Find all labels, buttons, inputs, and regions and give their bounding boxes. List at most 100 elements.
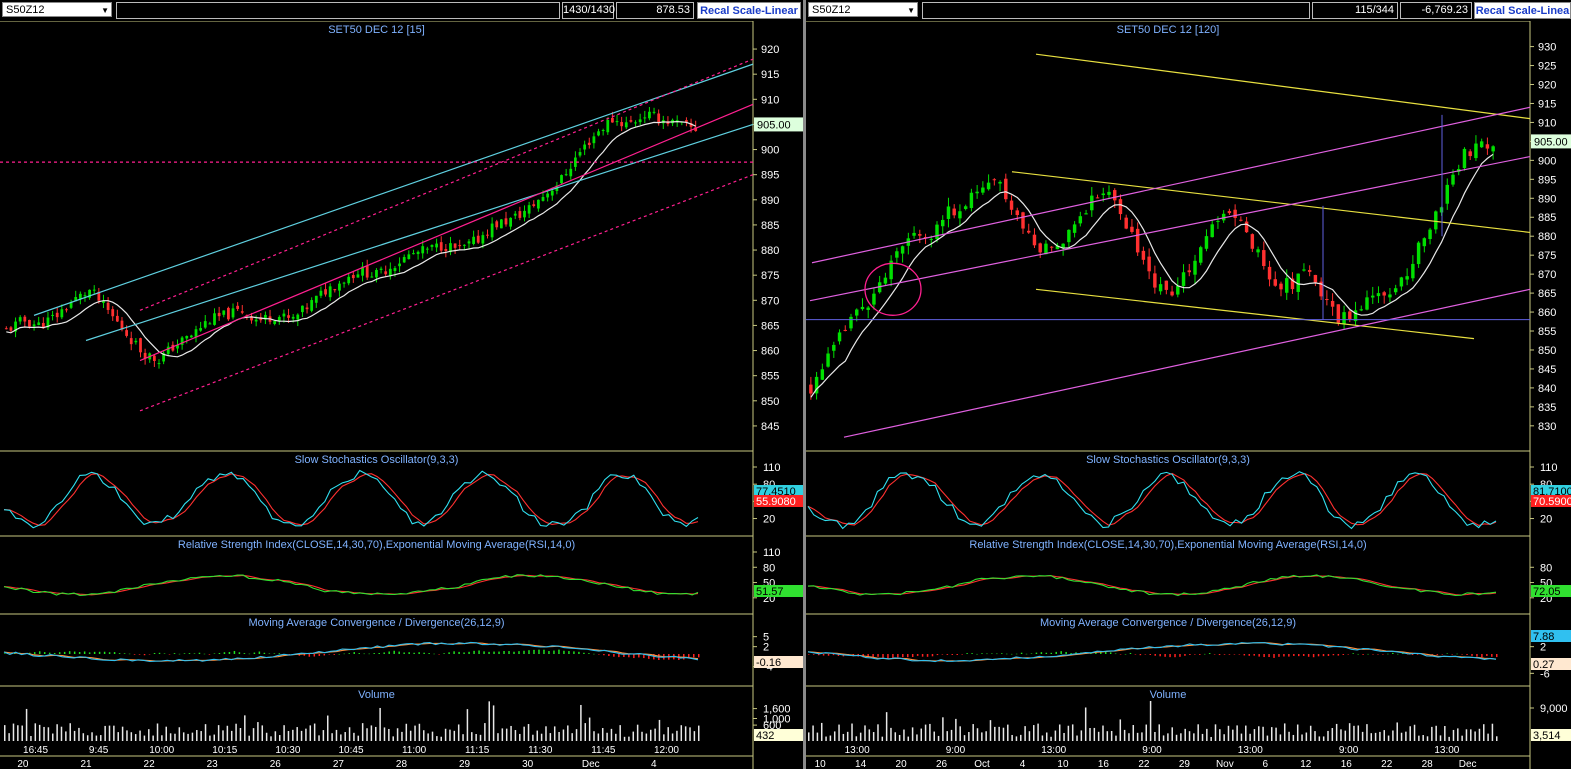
volume-bar — [929, 723, 931, 741]
macd-histogram-bar — [1100, 651, 1102, 654]
candle-body — [236, 305, 240, 309]
volume-bar — [619, 725, 621, 741]
candle-body — [560, 175, 563, 184]
right-chart-pane[interactable]: S50Z12 ▼ 115/344 -6,769.23 Recal Scale-Li… — [806, 0, 1571, 769]
macd-histogram-bar — [1357, 653, 1359, 655]
volume-bar — [139, 730, 141, 741]
macd-histogram-bar — [543, 649, 545, 654]
candle-body — [1411, 263, 1415, 279]
macd-histogram-bar — [373, 653, 375, 654]
volume-bar — [484, 723, 486, 741]
oscillator-main-line — [807, 642, 1497, 663]
candle-body — [694, 127, 698, 132]
price-tick-label: 900 — [1538, 155, 1556, 167]
right-symbol-select[interactable]: S50Z12 ▼ — [808, 2, 918, 17]
candle-body — [421, 246, 425, 254]
volume-bar — [1275, 727, 1277, 741]
volume-bar — [981, 732, 983, 741]
macd-histogram-bar — [333, 654, 336, 655]
candle-body — [301, 305, 304, 313]
volume-bar — [388, 728, 390, 741]
volume-bar — [1015, 736, 1018, 741]
price-tick-label: 840 — [1538, 383, 1556, 395]
candle-body — [1084, 213, 1088, 215]
macd-histogram-bar — [123, 653, 126, 654]
volume-bar — [1045, 732, 1048, 741]
candle-body — [912, 232, 916, 236]
macd-histogram-bar — [33, 652, 36, 654]
macd-histogram-bar — [143, 654, 146, 656]
value-marker-label: 432 — [756, 730, 774, 742]
candle-body — [1336, 304, 1341, 323]
macd-histogram-bar — [1179, 654, 1181, 657]
candle-body — [319, 290, 323, 296]
volume-bar — [1080, 730, 1083, 741]
oscillator-main-line — [807, 471, 1497, 530]
chevron-down-icon[interactable]: ▼ — [907, 6, 915, 15]
macd-histogram-bar — [936, 654, 939, 656]
volume-bar — [265, 732, 268, 741]
candle-body — [1078, 216, 1083, 224]
volume-bar — [898, 734, 901, 741]
candle-body — [1479, 141, 1484, 148]
volume-bar — [1240, 733, 1243, 741]
candle-body — [809, 384, 813, 394]
volume-bar — [1465, 729, 1468, 741]
macd-histogram-bar — [1040, 652, 1043, 654]
macd-histogram-bar — [108, 652, 111, 654]
candle-body — [361, 266, 364, 276]
left-counter: 1430/1430 — [562, 2, 615, 19]
left-symbol-select[interactable]: S50Z12 ▼ — [2, 2, 112, 17]
pane-divider[interactable] — [803, 0, 806, 769]
candle-body — [462, 244, 466, 246]
macd-histogram-bar — [98, 651, 101, 654]
volume-bar — [497, 733, 499, 741]
time-axis-label: 13:00 — [1434, 745, 1459, 756]
macd-histogram-bar — [393, 650, 395, 654]
candle-body — [597, 131, 600, 136]
macd-histogram-bar — [268, 653, 271, 654]
right-counter: 115/344 — [1312, 2, 1398, 19]
moving-average-line — [810, 153, 1494, 398]
volume-bar — [143, 735, 146, 741]
volume-bar — [375, 726, 377, 741]
macd-histogram-bar — [1268, 654, 1270, 658]
candle-body — [849, 316, 853, 329]
candle-body — [139, 338, 142, 353]
volume-bar — [1340, 729, 1342, 741]
macd-histogram-bar — [223, 652, 226, 654]
chevron-down-icon[interactable]: ▼ — [101, 6, 109, 15]
macd-histogram-bar — [448, 652, 450, 654]
price-tick-label: 850 — [761, 396, 779, 408]
candle-body — [1405, 276, 1409, 280]
macd-histogram-bar — [438, 654, 440, 655]
volume-bar — [152, 735, 154, 741]
macd-histogram-bar — [1104, 651, 1107, 654]
volume-bar — [1093, 727, 1096, 741]
axis-tick-label: 1,600 — [763, 704, 791, 716]
right-recal-scale-button[interactable]: Recal Scale-Linea — [1474, 2, 1571, 19]
left-recal-scale-button[interactable]: Recal Scale-Linear — [697, 2, 801, 19]
candle-body — [1049, 246, 1054, 248]
candle-body — [351, 275, 355, 279]
time-axis-label: 9:45 — [89, 745, 109, 756]
volume-bar — [392, 736, 394, 741]
left-chart-pane[interactable]: S50Z12 ▼ 1430/1430 878.53 Recal Scale-Lin… — [0, 0, 803, 769]
oscillator-main-line — [3, 574, 699, 596]
price-tick-label: 855 — [1538, 326, 1556, 338]
price-tick-label: 865 — [761, 320, 779, 332]
trend-line — [139, 174, 754, 412]
volume-bar — [1374, 732, 1377, 741]
macd-histogram-bar — [183, 653, 186, 654]
volume-bar — [1076, 735, 1078, 741]
volume-bar — [12, 723, 15, 741]
candle-body — [1147, 256, 1151, 272]
trend-line — [1035, 288, 1475, 340]
candle-body — [969, 192, 974, 209]
left-last-value: 878.53 — [616, 2, 694, 19]
date-axis-label: 20 — [896, 759, 908, 769]
volume-bar — [1188, 731, 1191, 741]
macd-histogram-bar — [618, 654, 620, 658]
volume-bar — [1058, 724, 1061, 741]
macd-histogram-bar — [1491, 654, 1493, 657]
